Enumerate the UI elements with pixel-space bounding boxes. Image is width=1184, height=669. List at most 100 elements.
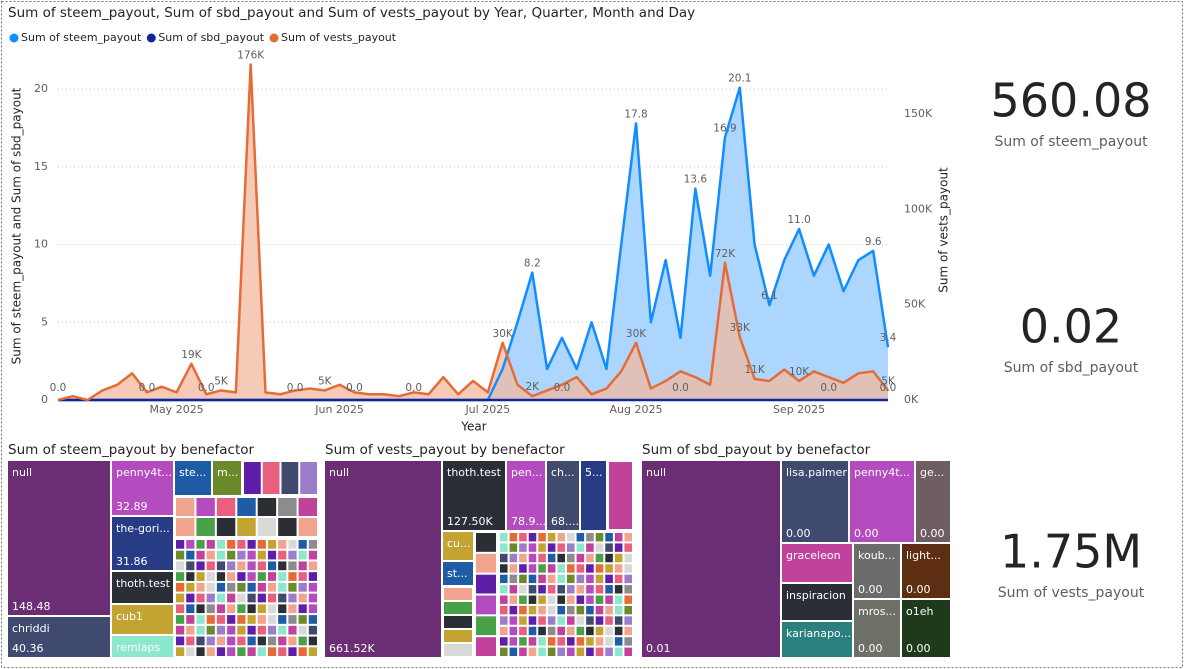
tile-filler: [278, 561, 287, 571]
tile-filler: [216, 593, 226, 603]
tile-filler: [567, 616, 575, 625]
data-label: 8.2: [524, 258, 541, 270]
tile-filler: [500, 533, 508, 542]
tile-filler: [298, 593, 307, 603]
tile-filler: [500, 585, 508, 594]
tile-filler: [196, 582, 205, 592]
tile-filler: [216, 625, 226, 635]
tile-filler: [500, 647, 508, 656]
treemap-tile: [782, 584, 852, 620]
tile-filler: [267, 582, 277, 592]
series-line: [57, 63, 889, 402]
tile-filler: [176, 582, 185, 592]
tile-filler: [206, 615, 215, 624]
tile-filler: [547, 595, 556, 604]
tile-name: graceleon: [786, 549, 841, 562]
y2-tick-label: 100K: [904, 202, 933, 215]
treemap-tile: [854, 544, 900, 598]
tile-filler: [509, 647, 518, 656]
tile-filler: [605, 605, 613, 615]
data-label: 33K: [730, 322, 751, 334]
tile-value: 0.00: [920, 527, 945, 540]
tile-filler: [586, 637, 594, 646]
tile-filler: [567, 647, 575, 656]
tile-filler: [298, 647, 307, 656]
y2-tick-label: 50K: [904, 298, 926, 311]
tile-filler: [308, 647, 317, 656]
tile-filler: [298, 518, 317, 536]
tile-filler: [500, 543, 508, 552]
tile-filler: [528, 616, 537, 625]
tile-filler: [244, 462, 261, 494]
tile-name: o1eh: [906, 605, 933, 618]
tile-filler: [567, 585, 575, 594]
tile-filler: [247, 604, 256, 614]
tile-filler: [595, 533, 604, 542]
tile-filler: [500, 564, 508, 573]
tile-value: 0.00: [906, 583, 931, 596]
tile-filler: [586, 626, 594, 636]
tile-filler: [624, 585, 632, 594]
tile-filler: [206, 582, 215, 592]
data-label: 0.0: [820, 382, 837, 394]
tile-filler: [624, 574, 632, 584]
tile-filler: [576, 564, 585, 573]
tile-filler: [278, 647, 287, 656]
data-label: 0.0: [50, 382, 67, 394]
tile-filler: [509, 595, 518, 604]
tile-filler: [476, 595, 496, 615]
tile-filler: [614, 616, 623, 625]
tile-filler: [519, 574, 527, 584]
tile-filler: [308, 636, 317, 646]
tile-name: the-gori...: [116, 522, 170, 535]
tile-filler: [308, 561, 317, 571]
treemap-tile: [782, 544, 852, 582]
y2-tick-label: 150K: [904, 107, 933, 120]
tile-value: 127.50K: [447, 515, 493, 528]
data-label: 0.0: [287, 382, 304, 394]
tile-filler: [247, 550, 256, 560]
tile-filler: [500, 616, 508, 625]
tile-filler: [509, 553, 518, 563]
tile-filler: [557, 605, 565, 615]
tile-filler: [624, 626, 632, 636]
tile-filler: [298, 582, 307, 592]
tile-filler: [267, 540, 277, 549]
tile-filler: [528, 564, 537, 573]
tile-filler: [247, 540, 256, 549]
tile-filler: [196, 636, 205, 646]
tile-filler: [196, 593, 205, 603]
tile-filler: [216, 561, 226, 571]
tile-filler: [538, 626, 546, 636]
tile-filler: [216, 540, 226, 549]
tile-filler: [176, 647, 185, 656]
tile-filler: [547, 605, 556, 615]
data-label: 20.1: [728, 73, 751, 85]
tile-filler: [538, 553, 546, 563]
tile-filler: [576, 543, 585, 552]
tile-filler: [586, 647, 594, 656]
data-label: 5K: [214, 375, 229, 387]
tile-filler: [267, 625, 277, 635]
tile-filler: [557, 626, 565, 636]
tile-filler: [262, 462, 280, 494]
tile-filler: [547, 616, 556, 625]
tile-filler: [519, 564, 527, 573]
data-label: 6.1: [761, 290, 778, 302]
tile-name: m...: [217, 466, 238, 479]
tile-filler: [298, 636, 307, 646]
x-tick-label: Jun 2025: [314, 403, 364, 416]
card-value: 560.08: [991, 74, 1152, 128]
tile-filler: [624, 564, 632, 573]
data-label: 0.0: [880, 382, 897, 394]
tile-filler: [206, 572, 215, 581]
treemap-tile: [325, 461, 441, 657]
treemap-tile: [443, 562, 473, 585]
tile-filler: [500, 637, 508, 646]
tile-filler: [237, 498, 256, 516]
tile-filler: [288, 615, 297, 624]
tile-filler: [308, 572, 317, 581]
x-tick-label: May 2025: [149, 403, 203, 416]
tile-filler: [586, 574, 594, 584]
